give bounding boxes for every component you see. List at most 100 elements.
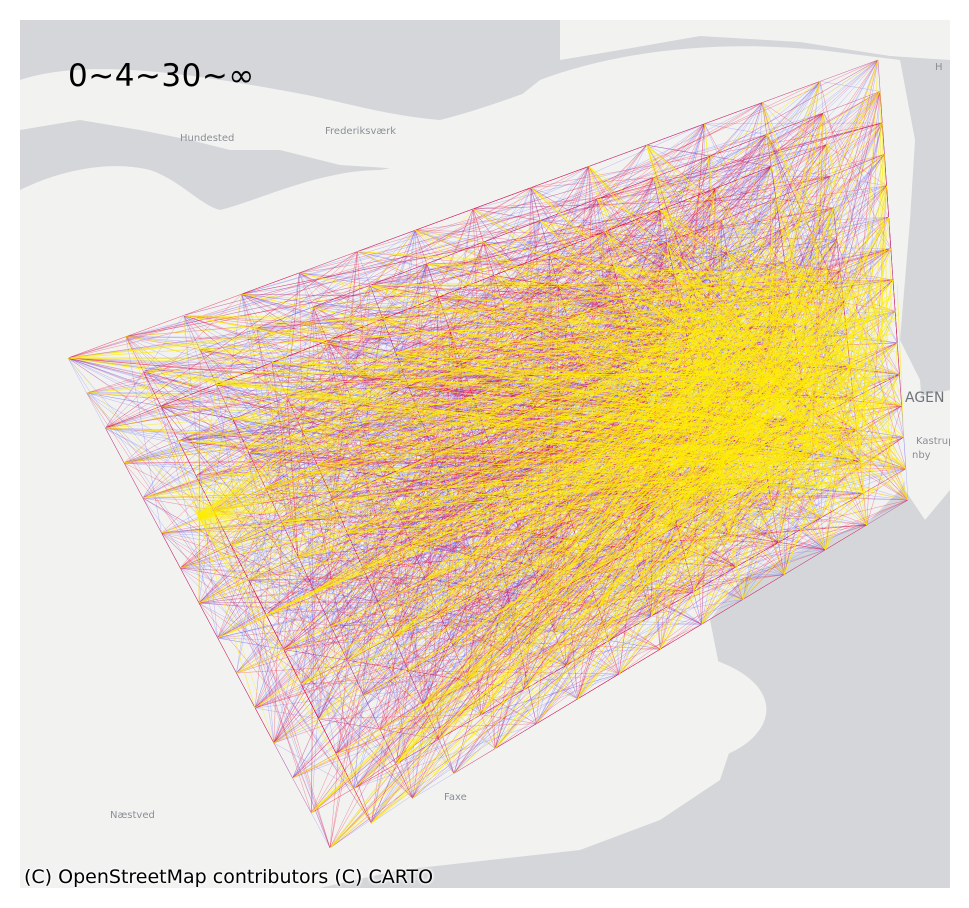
flow-high	[197, 515, 364, 695]
flow-high	[813, 461, 867, 526]
flow-high	[318, 289, 735, 720]
flow-mid	[493, 253, 550, 276]
flow-high	[197, 220, 722, 517]
flow-high	[421, 278, 733, 421]
flow-mid	[472, 208, 578, 353]
flow-low	[332, 274, 675, 500]
map-canvas[interactable]: Hundested Frederiksværk Faxe Næstved Kas…	[20, 20, 950, 888]
flow-high	[232, 401, 888, 420]
flow-high	[871, 185, 887, 276]
flow-low	[766, 134, 898, 344]
flow-low	[217, 374, 342, 639]
flow-high	[197, 325, 794, 517]
flow-low	[778, 461, 861, 543]
flow-high	[549, 253, 892, 329]
flow-high	[382, 318, 774, 440]
flow-high	[395, 352, 682, 384]
flow-high	[699, 353, 826, 550]
flow-low	[256, 328, 460, 522]
place-naestved: Næstved	[110, 810, 155, 821]
flow-high	[820, 320, 892, 518]
flow-low	[877, 59, 887, 186]
flow-high	[531, 468, 806, 566]
flow-mid	[414, 230, 439, 740]
flow-low	[839, 91, 881, 272]
flow-low	[183, 315, 218, 639]
flow-high	[507, 474, 717, 499]
flow-mid	[313, 112, 824, 308]
flow-high	[197, 515, 460, 522]
flow-high	[438, 296, 864, 326]
od-flow-map[interactable]: Hundested Frederiksværk Faxe Næstved Kas…	[20, 20, 950, 888]
flow-mid	[283, 263, 428, 650]
flow-high	[197, 242, 484, 517]
flow-low	[248, 579, 567, 666]
flow-high	[197, 286, 559, 517]
flow-low	[314, 591, 364, 695]
flow-mid	[802, 239, 838, 391]
flow-high	[446, 374, 842, 488]
flow-low	[160, 187, 716, 407]
flow-low	[604, 216, 889, 233]
flow-mid	[217, 341, 515, 639]
flow-mid	[198, 144, 647, 604]
flow-high	[726, 91, 881, 315]
flow-high	[395, 348, 755, 764]
flow-high	[197, 451, 605, 517]
flow-high	[523, 484, 709, 691]
flow-high	[434, 417, 775, 455]
flow-high	[604, 451, 734, 474]
flow-mid	[299, 122, 883, 274]
flow-low	[241, 293, 654, 429]
flow-mid	[727, 252, 790, 295]
flow-mid	[313, 306, 333, 500]
flow-mid	[425, 578, 599, 608]
flow-mid	[86, 392, 397, 764]
flow-mid	[300, 684, 319, 720]
flow-mid	[254, 707, 275, 744]
flow-mid	[183, 220, 541, 316]
flow-high	[330, 483, 712, 627]
flow-high	[446, 331, 884, 488]
flow-high	[197, 515, 578, 542]
flow-low	[481, 673, 620, 715]
flow-low	[271, 362, 370, 443]
flow-high	[197, 515, 567, 666]
flow-high	[314, 422, 783, 592]
flow-high	[197, 328, 257, 517]
flow-high	[265, 308, 894, 489]
flow-high	[197, 306, 314, 517]
flow-high	[197, 252, 728, 517]
flow-high	[393, 457, 686, 637]
flow-low	[598, 607, 702, 625]
flow-high	[313, 306, 898, 322]
flow-low	[426, 263, 454, 647]
flow-low	[421, 59, 879, 421]
flow-low	[341, 374, 578, 700]
flow-high	[105, 427, 882, 465]
flow-low	[67, 357, 578, 542]
flow-low	[863, 468, 907, 494]
flow-mid	[327, 340, 588, 575]
flow-low	[283, 649, 413, 799]
flow-low	[143, 134, 767, 372]
flow-high	[197, 220, 541, 517]
flow-high	[197, 253, 550, 517]
flow-high	[67, 357, 877, 472]
flow-high	[197, 453, 812, 517]
flow-high	[197, 515, 455, 774]
flow-mid	[382, 308, 505, 320]
flow-high	[197, 515, 743, 600]
flow-low	[742, 429, 857, 600]
flow-high	[395, 317, 854, 353]
flow-high	[197, 381, 751, 517]
flow-low	[256, 328, 587, 386]
flow-mid	[298, 556, 694, 592]
flow-high	[178, 440, 821, 489]
flow-mid	[256, 166, 589, 329]
flow-low	[636, 166, 772, 363]
flow-mid	[453, 499, 909, 774]
map-attribution: (C) OpenStreetMap contributors (C) CARTO	[24, 866, 434, 888]
flow-high	[694, 372, 857, 388]
flow-mid	[254, 408, 536, 709]
